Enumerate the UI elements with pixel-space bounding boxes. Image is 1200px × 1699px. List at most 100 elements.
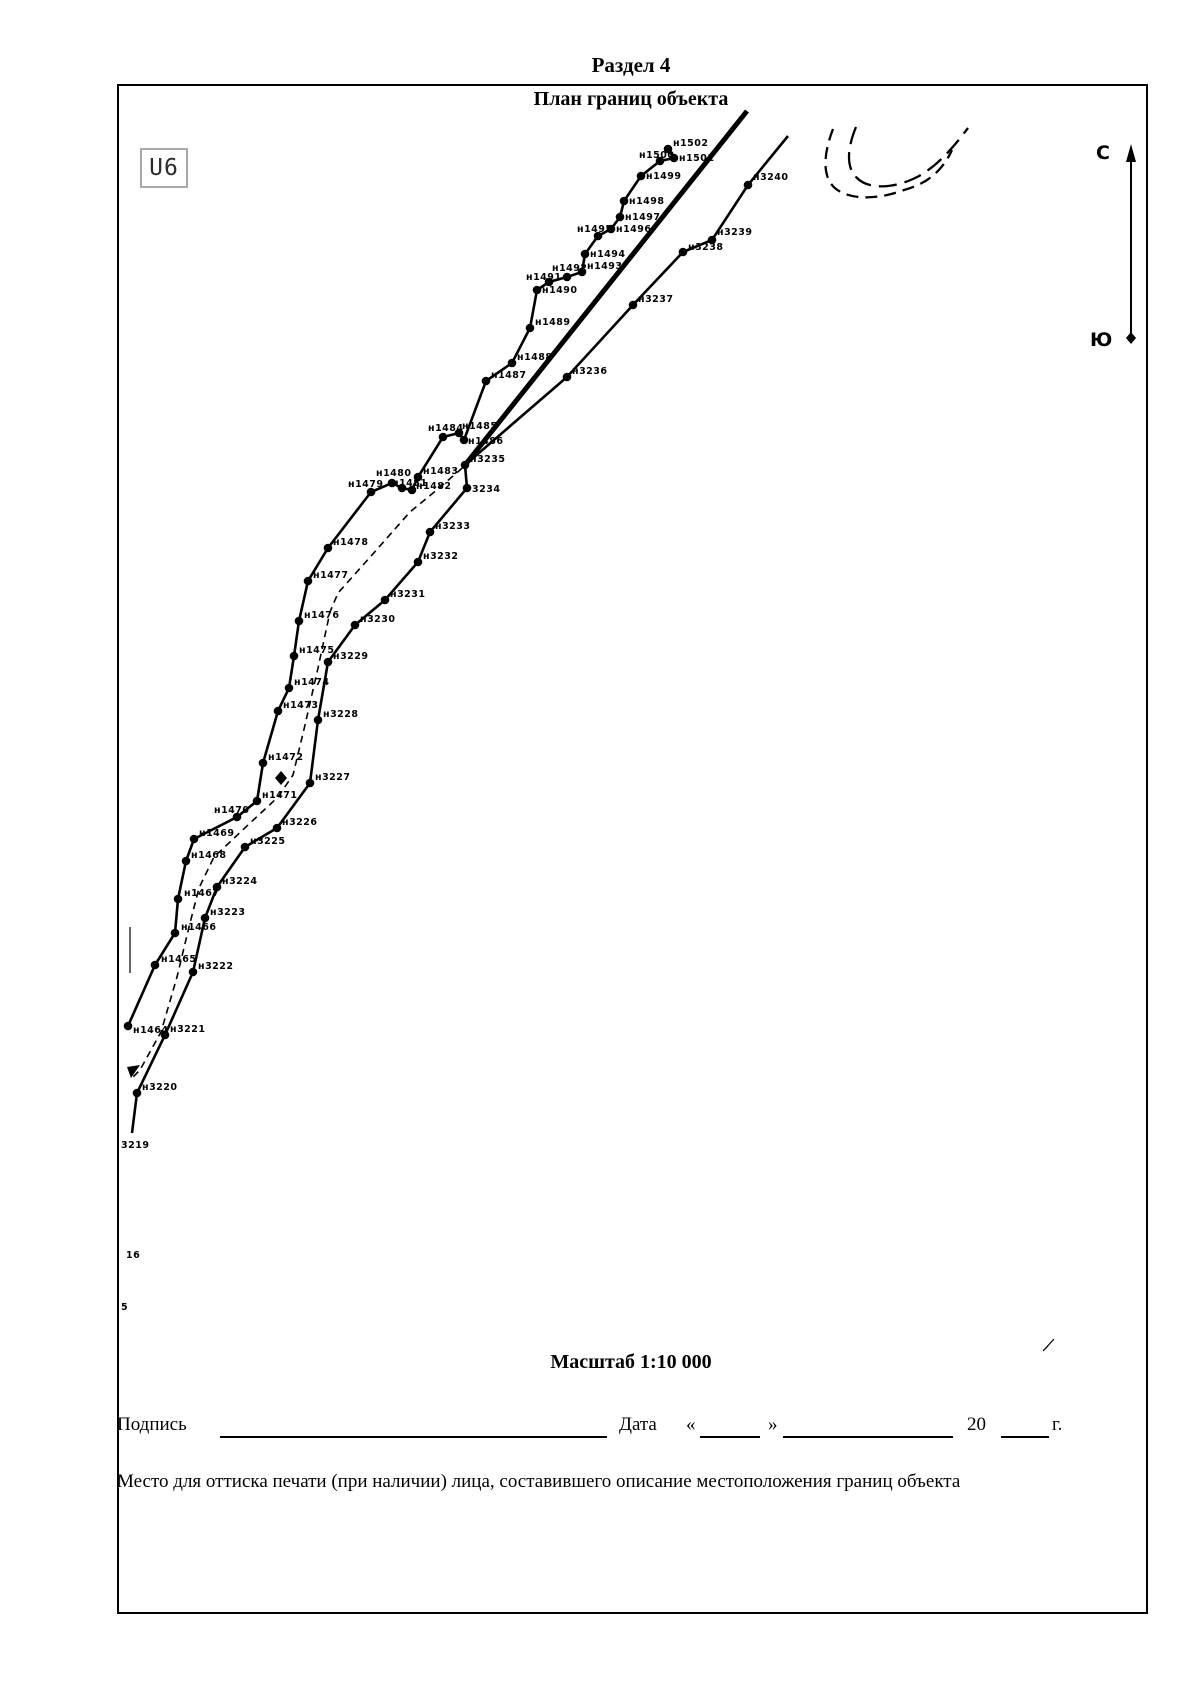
boundary-point-label: н3230: [360, 614, 396, 625]
road-curve: [824, 128, 954, 199]
boundary-point-label: 3234: [472, 484, 500, 495]
boundary-point-label: н3227: [315, 772, 351, 783]
boundary-point: [323, 657, 333, 667]
boundary-point: [150, 960, 160, 970]
boundary-point-label: н3228: [323, 709, 359, 720]
boundary-point-label: н3229: [333, 651, 369, 662]
boundary-point-label: н3233: [435, 521, 471, 532]
boundary-point-label: н1493: [587, 261, 623, 272]
compass-south-diamond: [1126, 332, 1136, 344]
boundary-point: [525, 323, 535, 333]
boundary-point-label: н1473: [283, 700, 319, 711]
boundary-point: [313, 715, 323, 725]
date-day-blank-line: [700, 1428, 760, 1438]
boundary-point-label: н1478: [333, 537, 369, 548]
boundary-point: [606, 224, 616, 234]
boundary-point: [425, 527, 435, 537]
date-quote-open: «: [686, 1414, 696, 1435]
boundary-point-label: н1495: [577, 224, 613, 235]
boundary-point: [562, 272, 572, 282]
boundary-point-label: н1498: [629, 196, 665, 207]
boundary-point-label: н1465: [161, 954, 197, 965]
date-label: Дата: [619, 1414, 657, 1435]
boundary-point: [350, 620, 360, 630]
boundary-point-label: н1469: [199, 828, 235, 839]
boundary-point-label: н1475: [299, 645, 335, 656]
boundary-point-label: н1464: [133, 1025, 169, 1036]
stray-point-label: 16: [126, 1250, 140, 1261]
boundary-point: [240, 842, 250, 852]
scale-label: Масштаб 1:10 000: [550, 1351, 712, 1373]
boundary-point-label: н1494: [590, 249, 626, 260]
boundary-point: [655, 156, 665, 166]
boundary-point-label: н3220: [142, 1082, 178, 1093]
boundary-point-label: н3231: [390, 589, 426, 600]
boundary-point-label: н1497: [625, 212, 661, 223]
boundary-point: [212, 882, 222, 892]
boundary-point: [636, 171, 646, 181]
inner-dashed-line: [132, 451, 481, 1078]
boundary-point: [181, 856, 191, 866]
boundary-point: [669, 153, 679, 163]
boundary-point-label: н3237: [638, 294, 674, 305]
boundary-point: [462, 483, 472, 493]
stray-point-label: 3219: [121, 1140, 149, 1151]
compass-south-label: Ю: [1090, 329, 1112, 351]
signature-blank-line: [220, 1428, 607, 1438]
boundary-point-label: н3226: [282, 817, 318, 828]
year-suffix: г.: [1052, 1414, 1063, 1435]
boundary-point: [663, 144, 673, 154]
boundary-point: [580, 249, 590, 259]
boundary-point-label: н1476: [304, 610, 340, 621]
section-title: Раздел 4: [591, 53, 671, 77]
boundary-point-label: н1488: [517, 352, 553, 363]
boundary-point-label: н3238: [688, 242, 724, 253]
boundary-point-label: н1468: [191, 850, 227, 861]
boundary-point-label: н3222: [198, 961, 234, 972]
boundary-point-label: н3239: [717, 227, 753, 238]
boundary-point-label: н1486: [468, 436, 504, 447]
diamond-marker: [275, 771, 287, 785]
boundary-point: [562, 372, 572, 382]
boundary-point-label: н1472: [268, 752, 304, 763]
boundary-point: [413, 472, 423, 482]
boundary-point: [252, 796, 262, 806]
boundary-point-label: н1501: [679, 153, 715, 164]
boundary-point: [160, 1030, 170, 1040]
compass-north-arrowhead: [1126, 144, 1136, 162]
boundary-point-label: н1490: [542, 285, 578, 296]
boundary-point-label: н1470: [214, 805, 250, 816]
boundary-point-label: н1482: [416, 481, 452, 492]
boundary-point: [170, 928, 180, 938]
seal-note: Место для оттиска печати (при наличии) л…: [117, 1471, 961, 1492]
boundary-point: [438, 432, 448, 442]
boundary-point: [366, 487, 376, 497]
boundary-point: [397, 483, 407, 493]
boundary-point: [173, 894, 183, 904]
boundary-point: [188, 967, 198, 977]
boundary-point-label: н1474: [294, 677, 330, 688]
boundary-point: [532, 285, 542, 295]
boundary-point-label: н3232: [423, 551, 459, 562]
boundary-point: [628, 300, 638, 310]
boundary-point-label: н1480: [376, 468, 412, 479]
boundary-point: [123, 1021, 133, 1031]
boundary-point: [743, 180, 753, 190]
boundary-point-label: н1477: [313, 570, 349, 581]
plan-frame-border: [117, 84, 1148, 1614]
boundary-point-label: н1466: [181, 922, 217, 933]
boundary-point: [577, 267, 587, 277]
boundary-point: [459, 435, 469, 445]
boundary-point: [544, 277, 554, 287]
boundary-point: [284, 683, 294, 693]
boundary-point: [413, 557, 423, 567]
boundary-point-label: н1479: [348, 479, 384, 490]
sheet-label: U6: [149, 155, 179, 181]
boundary-point: [619, 196, 629, 206]
boundary-point: [289, 651, 299, 661]
signature-label: Подпись: [117, 1414, 187, 1435]
boundary-point-label: н1491: [526, 272, 562, 283]
boundary-point: [615, 212, 625, 222]
